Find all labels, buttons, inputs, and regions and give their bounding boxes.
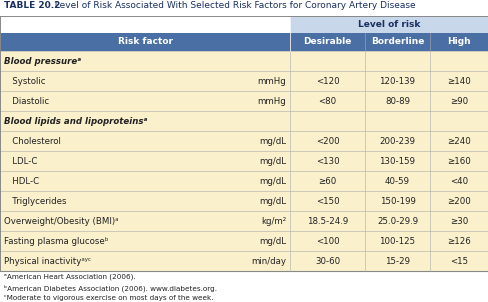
Text: ᶜModerate to vigorous exercise on most days of the week.: ᶜModerate to vigorous exercise on most d… [4, 295, 214, 301]
Bar [0, 191, 488, 211]
Text: kg/m²: kg/m² [261, 217, 286, 226]
Text: Systolic: Systolic [4, 76, 45, 85]
Text: 30-60: 30-60 [315, 256, 340, 265]
Text: mg/dL: mg/dL [259, 137, 286, 146]
Bar [0, 171, 488, 191]
Text: ≥160: ≥160 [447, 156, 471, 165]
Text: mg/dL: mg/dL [259, 176, 286, 185]
Bar [0, 51, 488, 71]
Text: <200: <200 [316, 137, 339, 146]
Text: min/day: min/day [251, 256, 286, 265]
Text: HDL-C: HDL-C [4, 176, 39, 185]
Text: Level of Risk Associated With Selected Risk Factors for Coronary Artery Disease: Level of Risk Associated With Selected R… [49, 1, 416, 10]
Text: <150: <150 [316, 197, 339, 205]
Text: 25.0-29.9: 25.0-29.9 [377, 217, 418, 226]
Bar [0, 91, 488, 111]
Text: 80-89: 80-89 [385, 97, 410, 105]
Text: mg/dL: mg/dL [259, 197, 286, 205]
Text: <120: <120 [316, 76, 339, 85]
Text: Level of risk: Level of risk [358, 20, 420, 29]
Text: mmHg: mmHg [257, 76, 286, 85]
Text: Triglycerides: Triglycerides [4, 197, 66, 205]
Text: Cholesterol: Cholesterol [4, 137, 61, 146]
Text: mg/dL: mg/dL [259, 156, 286, 165]
Bar [0, 16, 290, 33]
Bar [0, 231, 488, 251]
Text: 18.5-24.9: 18.5-24.9 [307, 217, 348, 226]
Text: <15: <15 [450, 256, 468, 265]
Text: Fasting plasma glucoseᵇ: Fasting plasma glucoseᵇ [4, 236, 108, 246]
Text: LDL-C: LDL-C [4, 156, 38, 165]
Text: ≥200: ≥200 [447, 197, 471, 205]
Text: 120-139: 120-139 [380, 76, 415, 85]
Text: Physical inactivityᵃʸᶜ: Physical inactivityᵃʸᶜ [4, 256, 91, 265]
Text: Blood lipids and lipoproteinsᵃ: Blood lipids and lipoproteinsᵃ [4, 117, 147, 126]
Text: 200-239: 200-239 [380, 137, 415, 146]
Text: ≥240: ≥240 [447, 137, 471, 146]
Text: 100-125: 100-125 [380, 236, 416, 246]
Bar [0, 131, 488, 151]
Text: ≥126: ≥126 [447, 236, 471, 246]
Text: Desirable: Desirable [304, 37, 352, 47]
Text: High: High [447, 37, 471, 47]
Text: 40-59: 40-59 [385, 176, 410, 185]
Text: <80: <80 [319, 97, 337, 105]
Text: 150-199: 150-199 [380, 197, 415, 205]
Text: 130-159: 130-159 [380, 156, 415, 165]
Bar [0, 111, 488, 131]
Text: ≥60: ≥60 [318, 176, 337, 185]
Bar [0, 151, 488, 171]
Text: <40: <40 [450, 176, 468, 185]
Text: TABLE 20.2: TABLE 20.2 [4, 1, 61, 10]
Text: Borderline: Borderline [371, 37, 424, 47]
Text: ≥90: ≥90 [450, 97, 468, 105]
Bar [0, 0, 488, 16]
Text: <100: <100 [316, 236, 339, 246]
Text: ᵇAmerican Diabetes Association (2006). www.diabetes.org.: ᵇAmerican Diabetes Association (2006). w… [4, 284, 217, 291]
Text: ≥140: ≥140 [447, 76, 471, 85]
Text: ᵃAmerican Heart Association (2006).: ᵃAmerican Heart Association (2006). [4, 273, 136, 279]
Bar [290, 16, 488, 33]
Text: mmHg: mmHg [257, 97, 286, 105]
Text: mg/dL: mg/dL [259, 236, 286, 246]
Bar [0, 33, 488, 51]
Bar [0, 71, 488, 91]
Text: Overweight/Obesity (BMI)ᵃ: Overweight/Obesity (BMI)ᵃ [4, 217, 119, 226]
Bar [0, 211, 488, 231]
Text: 15-29: 15-29 [385, 256, 410, 265]
Bar [0, 251, 488, 271]
Text: ≥30: ≥30 [450, 217, 468, 226]
Text: Diastolic: Diastolic [4, 97, 49, 105]
Text: <130: <130 [316, 156, 339, 165]
Text: Risk factor: Risk factor [118, 37, 172, 47]
Text: Blood pressureᵃ: Blood pressureᵃ [4, 56, 81, 66]
